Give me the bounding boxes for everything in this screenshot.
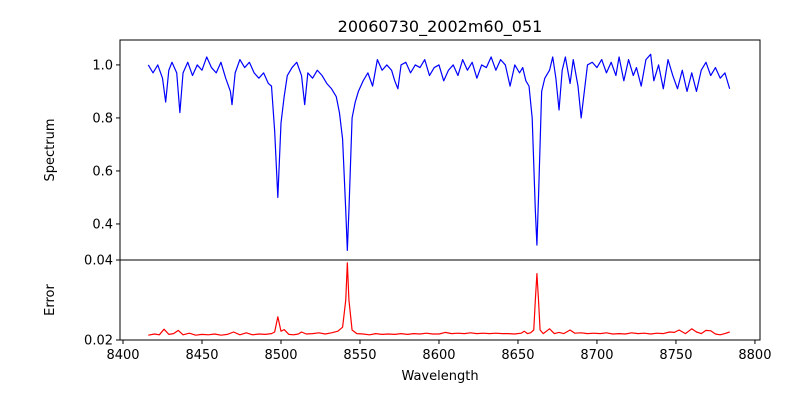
error-y-tick-label: 0.04 [84, 254, 113, 269]
x-tick-label: 8400 [106, 348, 139, 363]
spectrum-y-tick-label: 0.6 [92, 164, 113, 179]
error-axes-frame [119, 259, 761, 341]
x-tick-label: 8600 [422, 348, 455, 363]
error-series-line [148, 262, 730, 336]
chart-title: 20060730_2002m60_051 [338, 17, 543, 37]
spectrum-y-tick-label: 1.0 [92, 58, 113, 73]
x-axis-label: Wavelength [401, 369, 478, 384]
spectrum-series-line [147, 53, 731, 252]
spectrum-y-tick-label: 0.4 [92, 217, 113, 232]
spectrum-y-tick-label: 0.8 [92, 111, 113, 126]
x-tick-label: 8500 [264, 348, 297, 363]
error-y-tick-label: 0.02 [84, 334, 113, 349]
x-tick-label: 8450 [185, 348, 218, 363]
y-axis-label-spectrum: Spectrum [43, 119, 58, 182]
x-tick-label: 8650 [501, 348, 534, 363]
y-axis-label-error: Error [43, 284, 58, 316]
x-tick-label: 8750 [659, 348, 692, 363]
x-tick-label: 8800 [738, 348, 771, 363]
x-tick-label: 8550 [343, 348, 376, 363]
x-tick-label: 8700 [580, 348, 613, 363]
